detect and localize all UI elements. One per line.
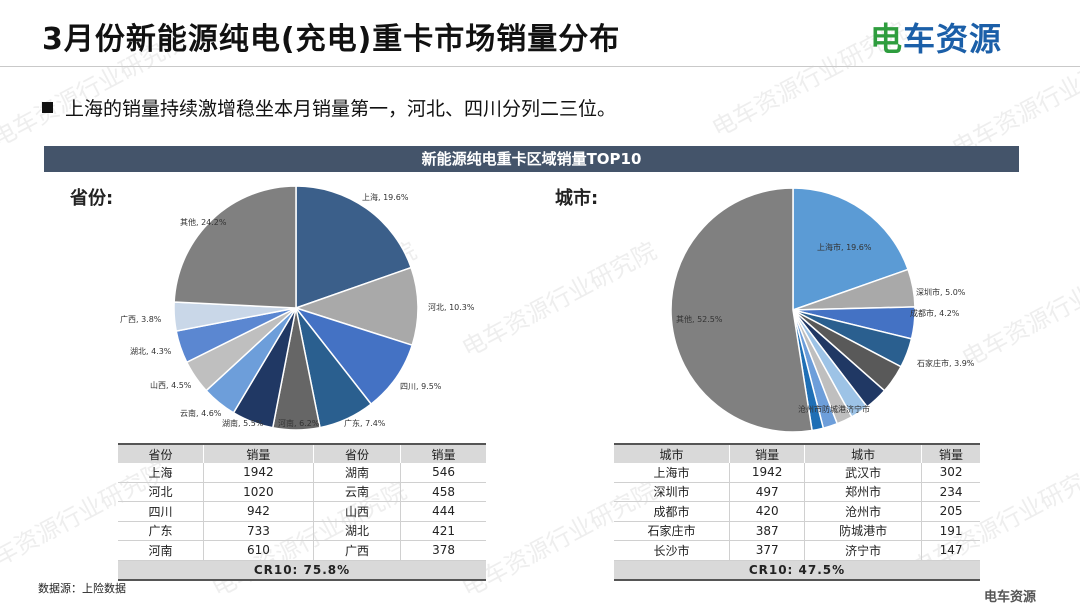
table-cell: 四川	[118, 501, 204, 522]
data-source: 数据源：上险数据	[38, 582, 126, 595]
table-cell: 1942	[729, 463, 805, 483]
table-cell: 497	[729, 482, 805, 502]
column-header: 城市	[804, 444, 922, 463]
column-header: 销量	[729, 444, 805, 463]
table-cell: 广东	[118, 521, 204, 541]
pie-label: 广西, 3.8%	[120, 314, 162, 324]
pie-label: 其他, 52.5%	[676, 314, 723, 324]
corner-logo: 电车资源	[984, 590, 1037, 605]
table-cell: 湖南	[312, 463, 401, 483]
bullet-square-icon	[42, 102, 53, 113]
table-cell: 上海市	[614, 463, 730, 483]
pie-label: 河北, 10.3%	[428, 302, 475, 312]
pie-label: 湖南, 5.5%	[222, 418, 264, 428]
table-row: 石家庄市 387 防城港市 191	[614, 521, 980, 541]
pie-label: 广东, 7.4%	[344, 418, 386, 428]
pie-label: 石家庄市, 3.9%	[917, 358, 975, 368]
table-cell: 234	[921, 482, 980, 502]
table-cell: 302	[921, 463, 980, 483]
table-cell: 421	[400, 521, 486, 541]
table-cell: 郑州市	[804, 482, 922, 502]
table-cell: 广西	[312, 540, 401, 561]
table-cell: 546	[400, 463, 486, 483]
province-label: 省份:	[70, 188, 114, 209]
table-cell: 420	[729, 501, 805, 522]
table-row: 深圳市 497 郑州市 234	[614, 482, 980, 502]
column-header: 销量	[202, 444, 314, 463]
table-cell: 上海	[118, 463, 204, 483]
column-header: 省份	[118, 444, 204, 463]
table-cell: 205	[921, 501, 980, 522]
table-cell: 377	[729, 540, 805, 561]
summary-bullet: 上海的销量持续激增稳坐本月销量第一，河北、四川分列二三位。	[42, 94, 616, 121]
pie-label: 成都市, 4.2%	[910, 308, 960, 318]
table-cell: 河北	[118, 482, 204, 502]
table-cell: 147	[921, 540, 980, 561]
pie-label: 其他, 24.2%	[180, 217, 227, 227]
pie-label: 上海市, 19.6%	[817, 242, 872, 252]
pie-slice-其他	[173, 185, 297, 309]
table-cell: 深圳市	[614, 482, 730, 502]
section-banner: 新能源纯电重卡区域销量TOP10	[44, 146, 1019, 172]
pie-label: 云南, 4.6%	[180, 408, 222, 418]
column-header: 省份	[312, 444, 401, 463]
table-cell: 山西	[312, 501, 401, 522]
table-cell: 942	[202, 501, 314, 522]
table-cell: 武汉市	[804, 463, 922, 483]
table-row: 上海市 1942 武汉市 302	[614, 463, 980, 483]
cr10-row: CR10: 47.5%	[614, 560, 980, 579]
province-table: 省份 销量 省份 销量 上海 1942 湖南 546 河北 1020 云南 458 四川 942 山…	[118, 443, 486, 579]
table-cell: 191	[921, 521, 980, 541]
pie-label: 山西, 4.5%	[150, 380, 192, 390]
cr10-row: CR10: 75.8%	[118, 560, 486, 579]
pie-label-overlap: 沧州市防城港济宁市	[798, 404, 870, 414]
city-table-wrap: 城市 销量 城市 销量 上海市 1942 武汉市 302 深圳市 497 郑州市 234 成都市…	[614, 443, 980, 581]
city-label: 城市:	[555, 188, 599, 209]
table-cell: 防城港市	[804, 521, 922, 541]
pie-label: 河南, 6.2%	[278, 418, 320, 428]
table-cell: 610	[202, 540, 314, 561]
table-row: 长沙市 377 济宁市 147	[614, 540, 980, 561]
table-cell: 济宁市	[804, 540, 922, 561]
table-cell: 458	[400, 482, 486, 502]
pie-slice-其他	[670, 187, 813, 433]
table-cell: 733	[202, 521, 314, 541]
pie-label: 湖北, 4.3%	[130, 347, 172, 356]
column-header: 销量	[921, 444, 980, 463]
table-cell: 沧州市	[804, 501, 922, 522]
pie-slice-河北	[293, 266, 419, 347]
column-header: 销量	[400, 444, 486, 463]
table-row: 河南 610 广西 378	[118, 540, 486, 561]
table-cell: 1020	[202, 482, 314, 502]
table-cell: 444	[400, 501, 486, 522]
pie-label: 上海, 19.6%	[362, 192, 409, 202]
page-title: 3月份新能源纯电(充电)重卡市场销量分布	[42, 22, 621, 57]
pie-label: 四川, 9.5%	[400, 382, 442, 391]
table-cell: 成都市	[614, 501, 730, 522]
table-cell: 石家庄市	[614, 521, 730, 541]
province-table-wrap: 省份 销量 省份 销量 上海 1942 湖南 546 河北 1020 云南 458 四川 942 山…	[118, 443, 486, 581]
table-row: 成都市 420 沧州市 205	[614, 501, 980, 522]
table-cell: 1942	[202, 463, 314, 483]
table-row: 广东 733 湖北 421	[118, 521, 486, 541]
table-row: 上海 1942 湖南 546	[118, 463, 486, 483]
table-cell: 378	[400, 540, 486, 561]
table-cell: 湖北	[312, 521, 401, 541]
title-divider	[0, 66, 1080, 67]
table-cell: 387	[729, 521, 805, 541]
city-table: 城市 销量 城市 销量 上海市 1942 武汉市 302 深圳市 497 郑州市 234 成都市…	[614, 443, 980, 579]
brand-logo: 电车资源	[870, 20, 1003, 58]
table-cell: 云南	[312, 482, 401, 502]
table-cell: 河南	[118, 540, 204, 561]
pie-label: 深圳市, 5.0%	[916, 287, 966, 297]
column-header: 城市	[614, 444, 730, 463]
table-cell: 长沙市	[614, 540, 730, 561]
table-row: 河北 1020 云南 458	[118, 482, 486, 502]
cr10-value: CR10: 75.8%	[118, 560, 486, 579]
cr10-value: CR10: 47.5%	[614, 560, 980, 579]
table-row: 四川 942 山西 444	[118, 501, 486, 522]
